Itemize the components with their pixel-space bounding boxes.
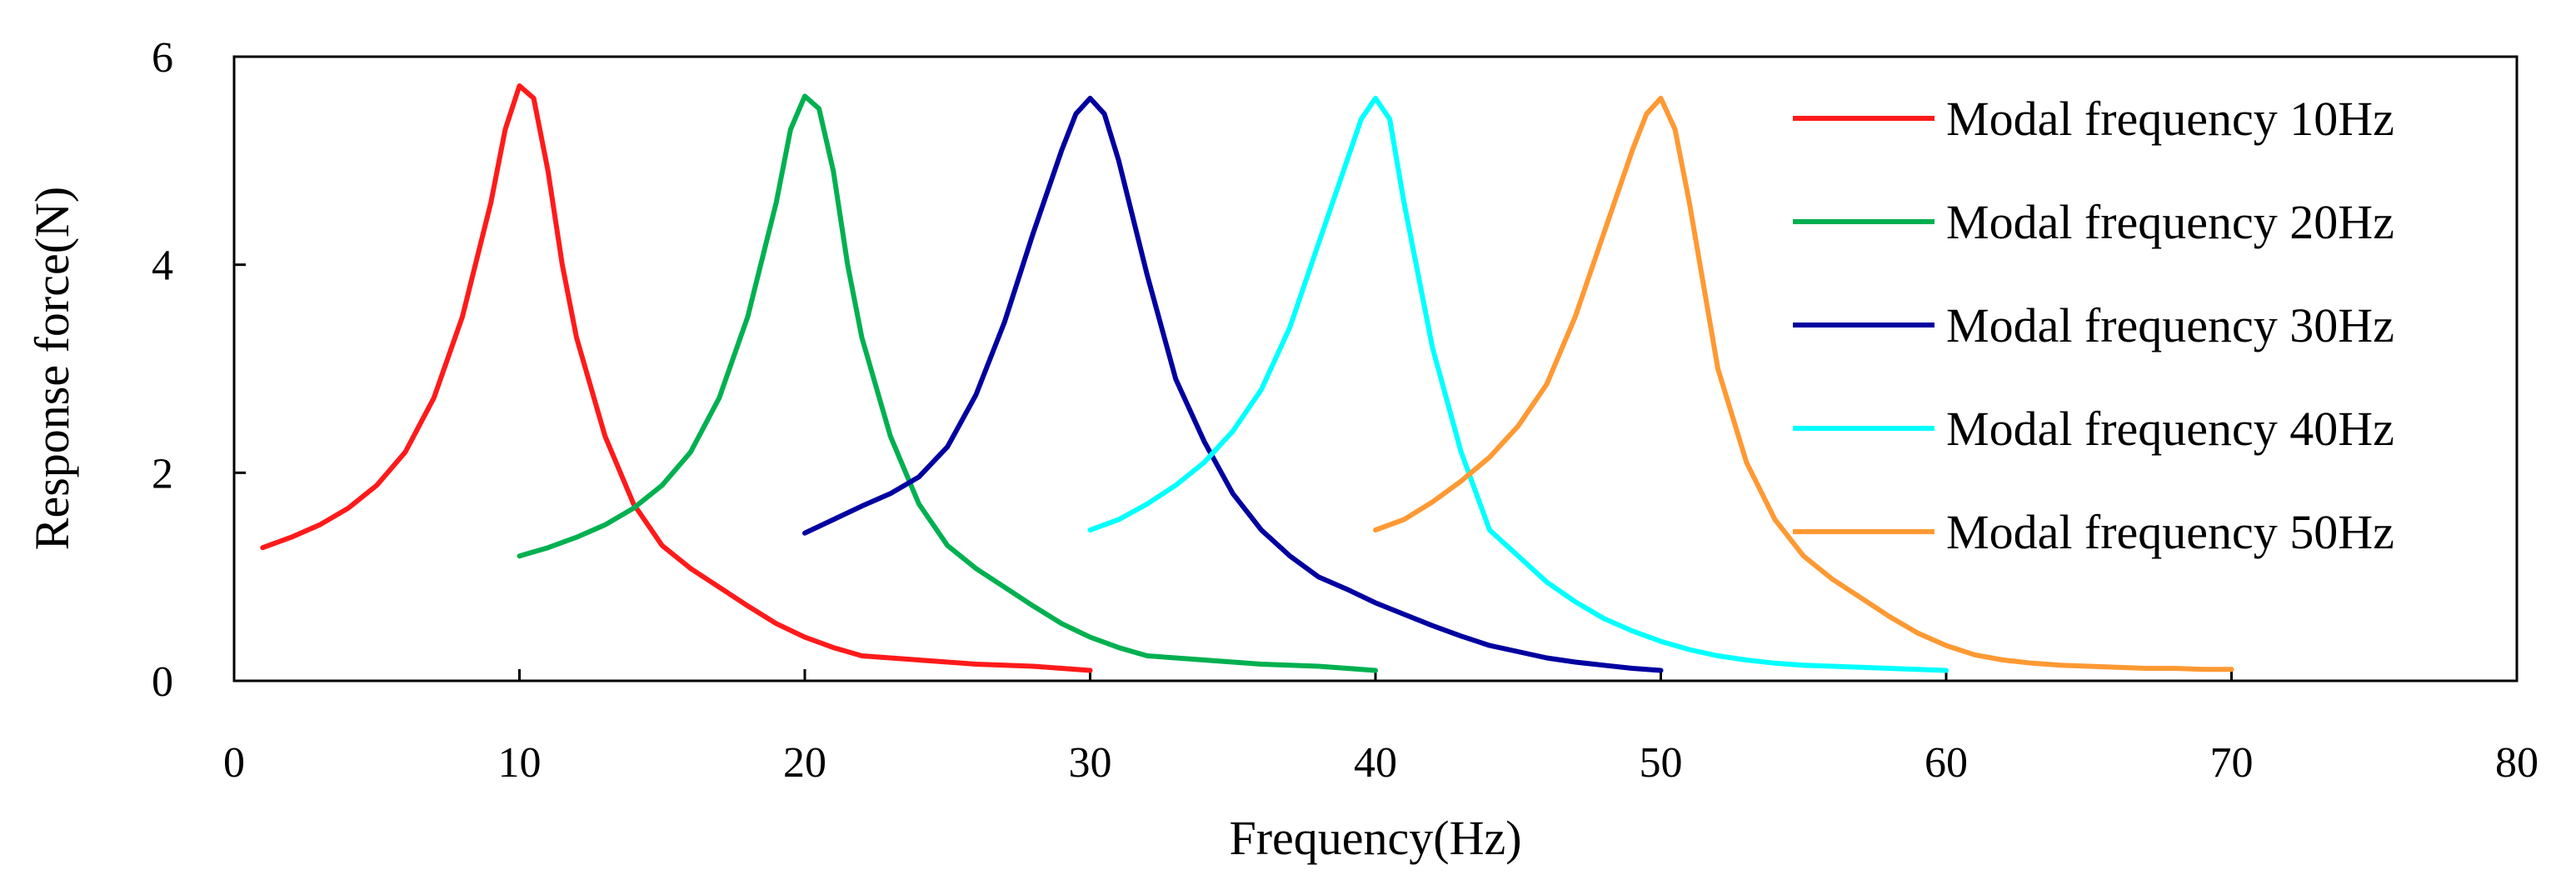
legend-label-1: Modal frequency 10Hz <box>1946 92 2394 146</box>
series-line-3 <box>802 95 1664 673</box>
x-tick-label: 10 <box>498 739 542 787</box>
x-tick-label: 20 <box>783 739 826 787</box>
series-line-2 <box>517 93 1378 673</box>
y-tick-label: 6 <box>152 34 173 82</box>
series-line-4 <box>1087 95 1949 673</box>
series-line-5 <box>1373 95 2234 672</box>
y-tick-labels: 0 2 4 6 <box>152 34 173 706</box>
series-line-1 <box>260 83 1093 673</box>
x-axis-title: Frequency(Hz) <box>1229 811 1521 865</box>
tick-marks <box>232 55 2519 682</box>
y-tick-label: 0 <box>152 658 173 706</box>
x-tick-label: 60 <box>1925 739 1968 787</box>
x-tick-label: 80 <box>2495 739 2539 787</box>
plot-frame <box>232 55 2519 682</box>
y-axis-title: Response force(N) <box>25 187 79 550</box>
x-tick-label: 40 <box>1354 739 1397 787</box>
legend-label-5: Modal frequency 50Hz <box>1946 505 2394 559</box>
legend-label-2: Modal frequency 20Hz <box>1946 195 2394 249</box>
legend-label-4: Modal frequency 40Hz <box>1946 402 2394 456</box>
x-tick-label: 0 <box>223 739 245 787</box>
x-tick-label: 70 <box>2210 739 2254 787</box>
y-tick-label: 4 <box>152 242 173 290</box>
x-tick-label: 30 <box>1069 739 1112 787</box>
x-tick-label: 50 <box>1640 739 1683 787</box>
y-tick-label: 2 <box>152 450 173 498</box>
legend: Modal frequency 10Hz Modal frequency 20Hz… <box>1793 92 2394 559</box>
legend-label-3: Modal frequency 30Hz <box>1946 298 2394 352</box>
x-tick-labels: 0 10 20 30 40 50 60 70 80 <box>223 739 2539 787</box>
series-lines <box>260 83 2234 673</box>
